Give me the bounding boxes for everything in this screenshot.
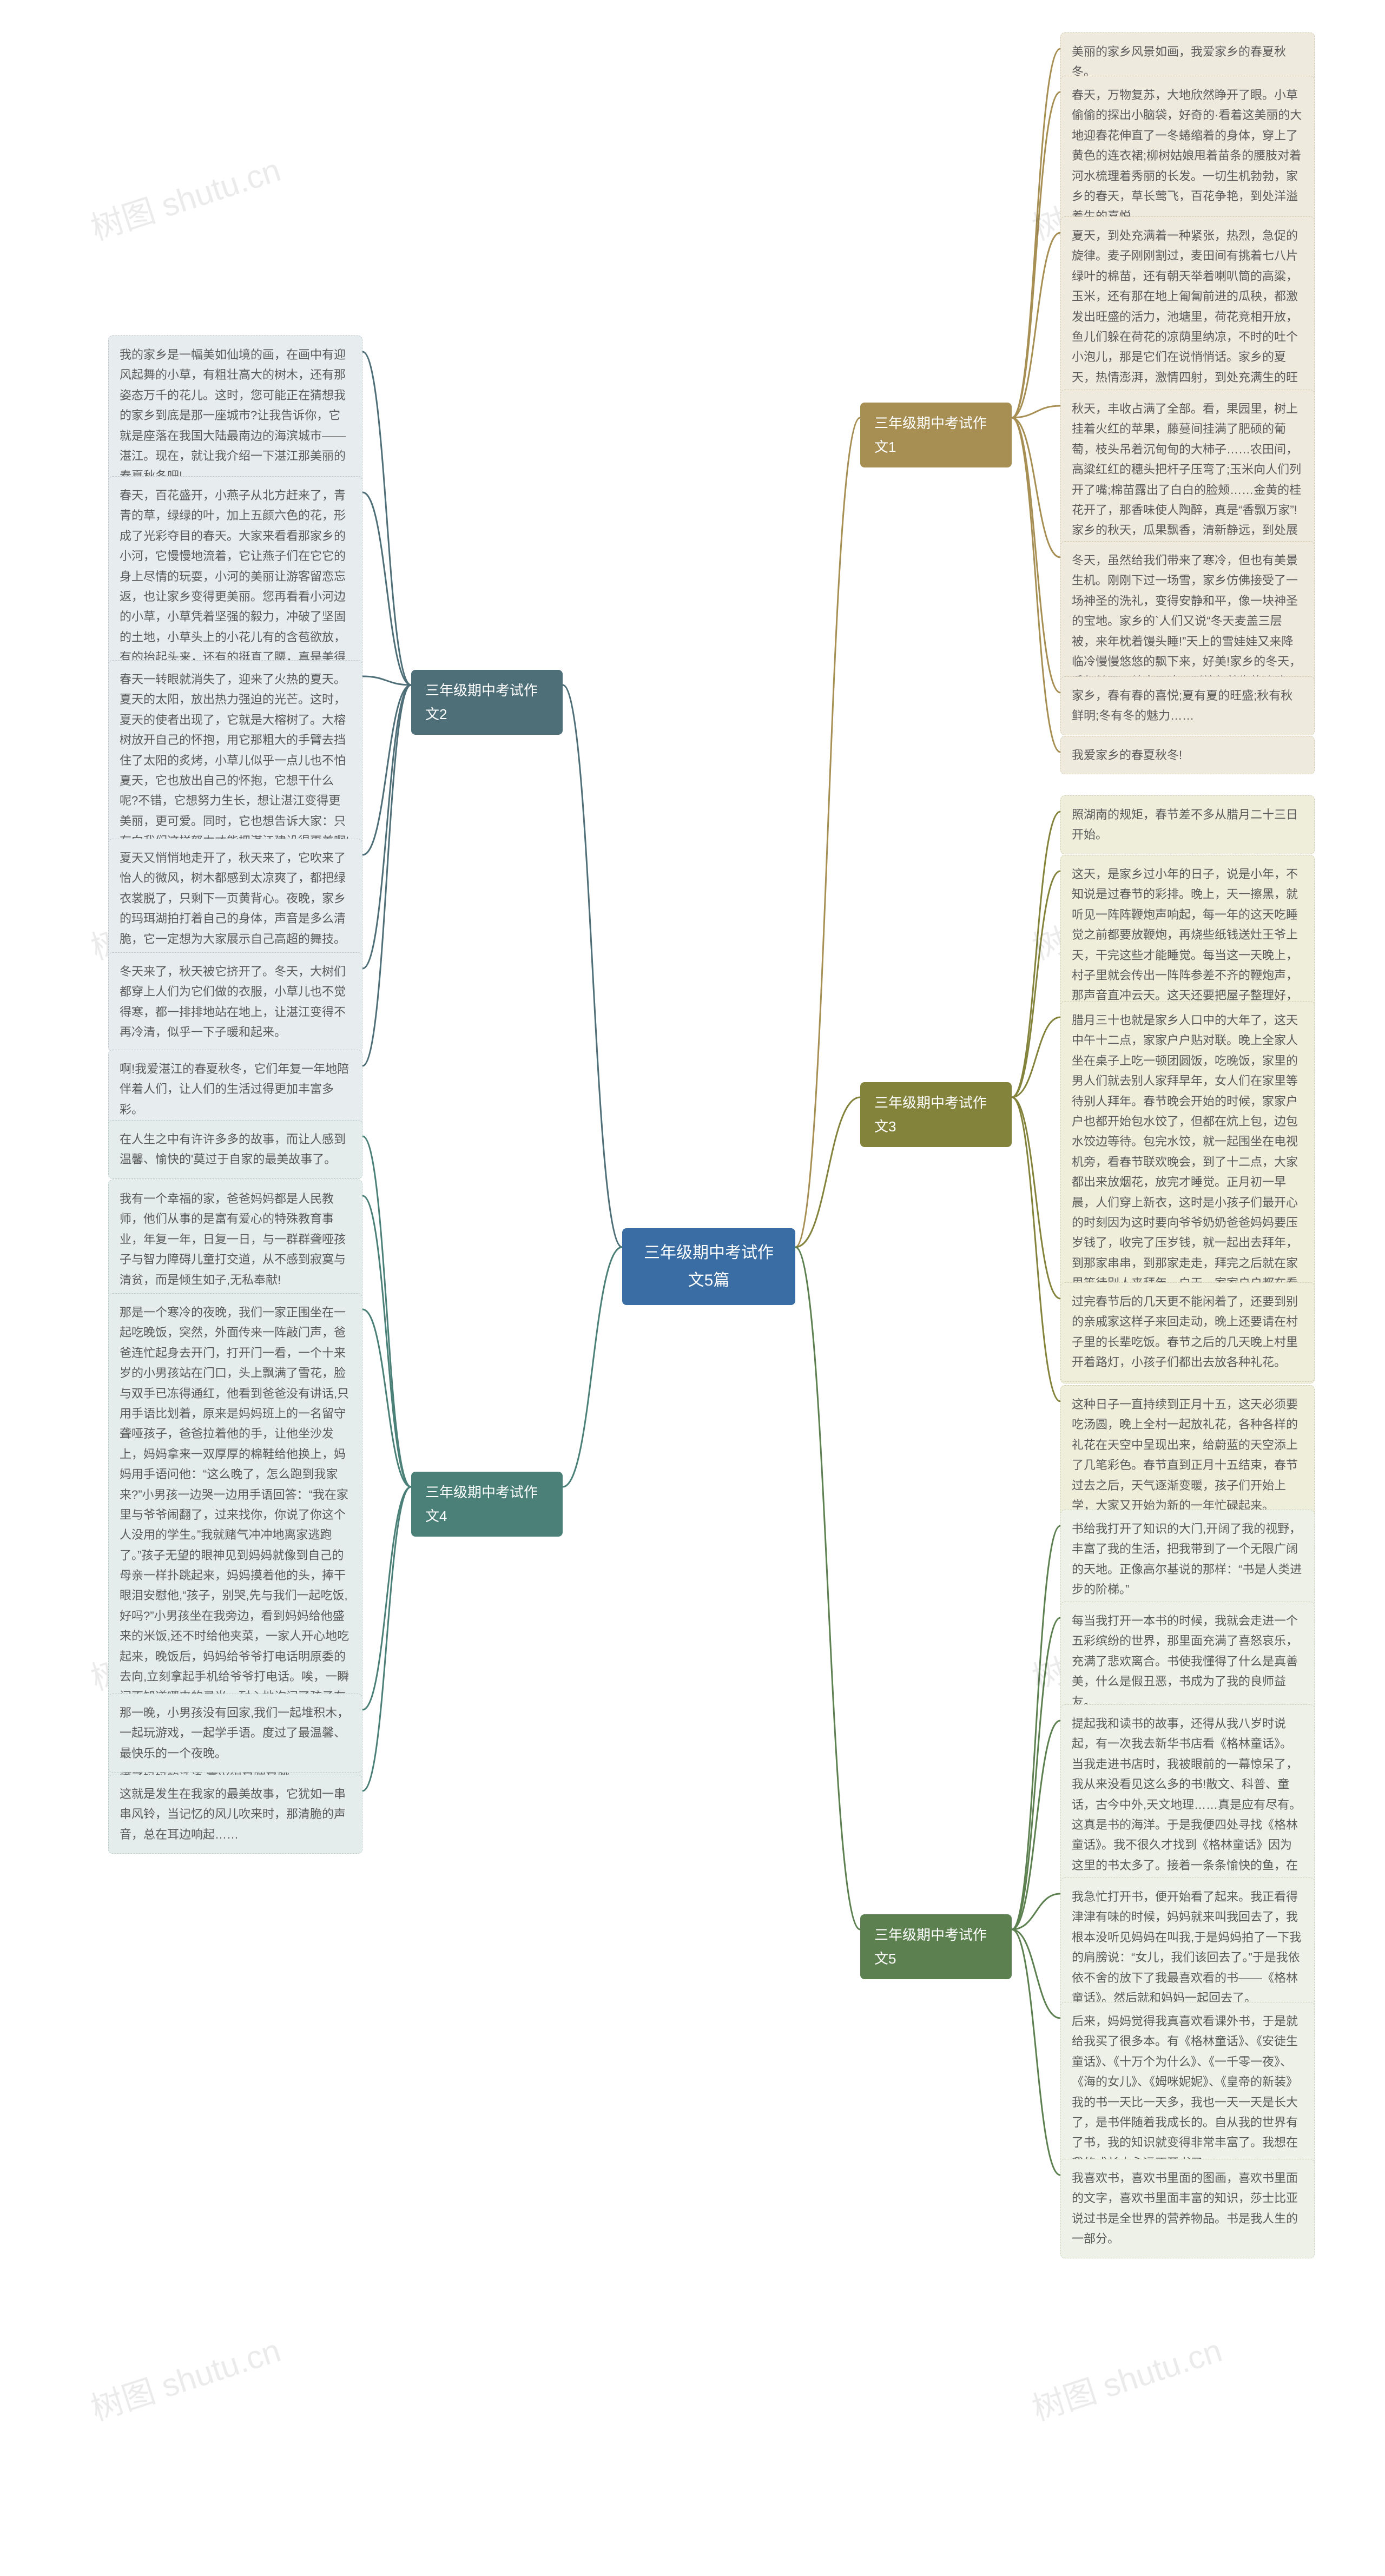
leaf-b5-3[interactable]: 我急忙打开书，便开始看了起来。我正看得津津有味的时候，妈妈就来叫我回去了，我根本… <box>1060 1877 1315 2017</box>
watermark: 树图 shutu.cn <box>84 2324 286 2430</box>
leaf-b4-0[interactable]: 在人生之中有许许多多的故事，而让人感到温馨、愉快的'莫过于自家的最美故事了。 <box>108 1120 362 1179</box>
leaf-b2-4[interactable]: 冬天来了，秋天被它挤开了。冬天，大树们都穿上人们为它们做的衣服，小草儿也不觉得寒… <box>108 952 362 1052</box>
watermark: 树图 shutu.cn <box>84 144 286 249</box>
leaf-b1-6[interactable]: 我爱家乡的春夏秋冬! <box>1060 736 1315 774</box>
leaf-b2-0[interactable]: 我的家乡是一幅美如仙境的画，在画中有迎风起舞的小草，有粗壮高大的树木，还有那姿态… <box>108 335 362 496</box>
leaf-b2-2[interactable]: 春天一转眼就消失了，迎来了火热的夏天。夏天的太阳，放出热力强迫的光芒。这时，夏天… <box>108 660 362 861</box>
leaf-b5-1[interactable]: 每当我打开一本书的时候，我就会走进一个五彩缤纷的世界，那里面充满了喜怒哀乐，充满… <box>1060 1602 1315 1721</box>
leaf-b1-5[interactable]: 家乡，春有春的喜悦;夏有夏的旺盛;秋有秋鲜明;冬有冬的魅力…… <box>1060 676 1315 735</box>
branch-b5[interactable]: 三年级期中考试作文5 <box>860 1914 1012 1979</box>
mindmap-root[interactable]: 三年级期中考试作文5篇 <box>622 1228 795 1305</box>
watermark: 树图 shutu.cn <box>1025 2324 1227 2430</box>
branch-b1[interactable]: 三年级期中考试作文1 <box>860 403 1012 467</box>
leaf-b5-5[interactable]: 我喜欢书，喜欢书里面的图画，喜欢书里面的文字，喜欢书里面丰富的知识，莎士比亚说过… <box>1060 2159 1315 2258</box>
leaf-b4-1[interactable]: 我有一个幸福的家，爸爸妈妈都是人民教师，他们从事的是富有爱心的特殊教育事业，年复… <box>108 1180 362 1299</box>
leaf-b4-3[interactable]: 那一晚，小男孩没有回家,我们一起堆积木，一起玩游戏，一起学手语。度过了最温馨、最… <box>108 1694 362 1773</box>
leaf-b2-5[interactable]: 啊!我爱湛江的春夏秋冬，它们年复一年地陪伴着人们，让人们的生活过得更加丰富多彩。 <box>108 1050 362 1129</box>
leaf-b5-0[interactable]: 书给我打开了知识的大门,开阔了我的视野，丰富了我的生活，把我带到了一个无限广阔的… <box>1060 1510 1315 1609</box>
leaf-b3-4[interactable]: 这种日子一直持续到正月十五，这天必须要吃汤圆，晚上全村一起放礼花，各种各样的礼花… <box>1060 1385 1315 1525</box>
leaf-b3-0[interactable]: 照湖南的规矩，春节差不多从腊月二十三日开始。 <box>1060 795 1315 854</box>
branch-b3[interactable]: 三年级期中考试作文3 <box>860 1082 1012 1147</box>
leaf-b3-3[interactable]: 过完春节后的几天更不能闲着了，还要到别的亲戚家这样子来回走动，晚上还要请在村子里… <box>1060 1282 1315 1382</box>
branch-b4[interactable]: 三年级期中考试作文4 <box>411 1472 563 1537</box>
leaf-b2-3[interactable]: 夏天又悄悄地走开了，秋天来了，它吹来了怡人的微风，树木都感到太凉爽了，都把绿衣裳… <box>108 839 362 958</box>
leaf-b5-2[interactable]: 提起我和读书的故事，还得从我八岁时说起，有一次我去新华书店看《格林童话》。当我走… <box>1060 1704 1315 1905</box>
leaf-b4-4[interactable]: 这就是发生在我家的最美故事，它犹如一串串风铃，当记忆的风儿吹来时，那清脆的声音，… <box>108 1775 362 1854</box>
leaf-b5-4[interactable]: 后来，妈妈觉得我真喜欢看课外书，于是就给我买了很多本。有《格林童话》、《安徒生童… <box>1060 2002 1315 2182</box>
leaf-b1-1[interactable]: 春天，万物复苏，大地欣然睁开了眼。小草偷偷的探出小脑袋，好奇的·看着这美丽的大地… <box>1060 76 1315 236</box>
branch-b2[interactable]: 三年级期中考试作文2 <box>411 670 563 735</box>
leaf-b1-2[interactable]: 夏天，到处充满着一种紧张，热烈，急促的旋律。麦子刚刚割过，麦田间有挑着七八片绿叶… <box>1060 216 1315 417</box>
